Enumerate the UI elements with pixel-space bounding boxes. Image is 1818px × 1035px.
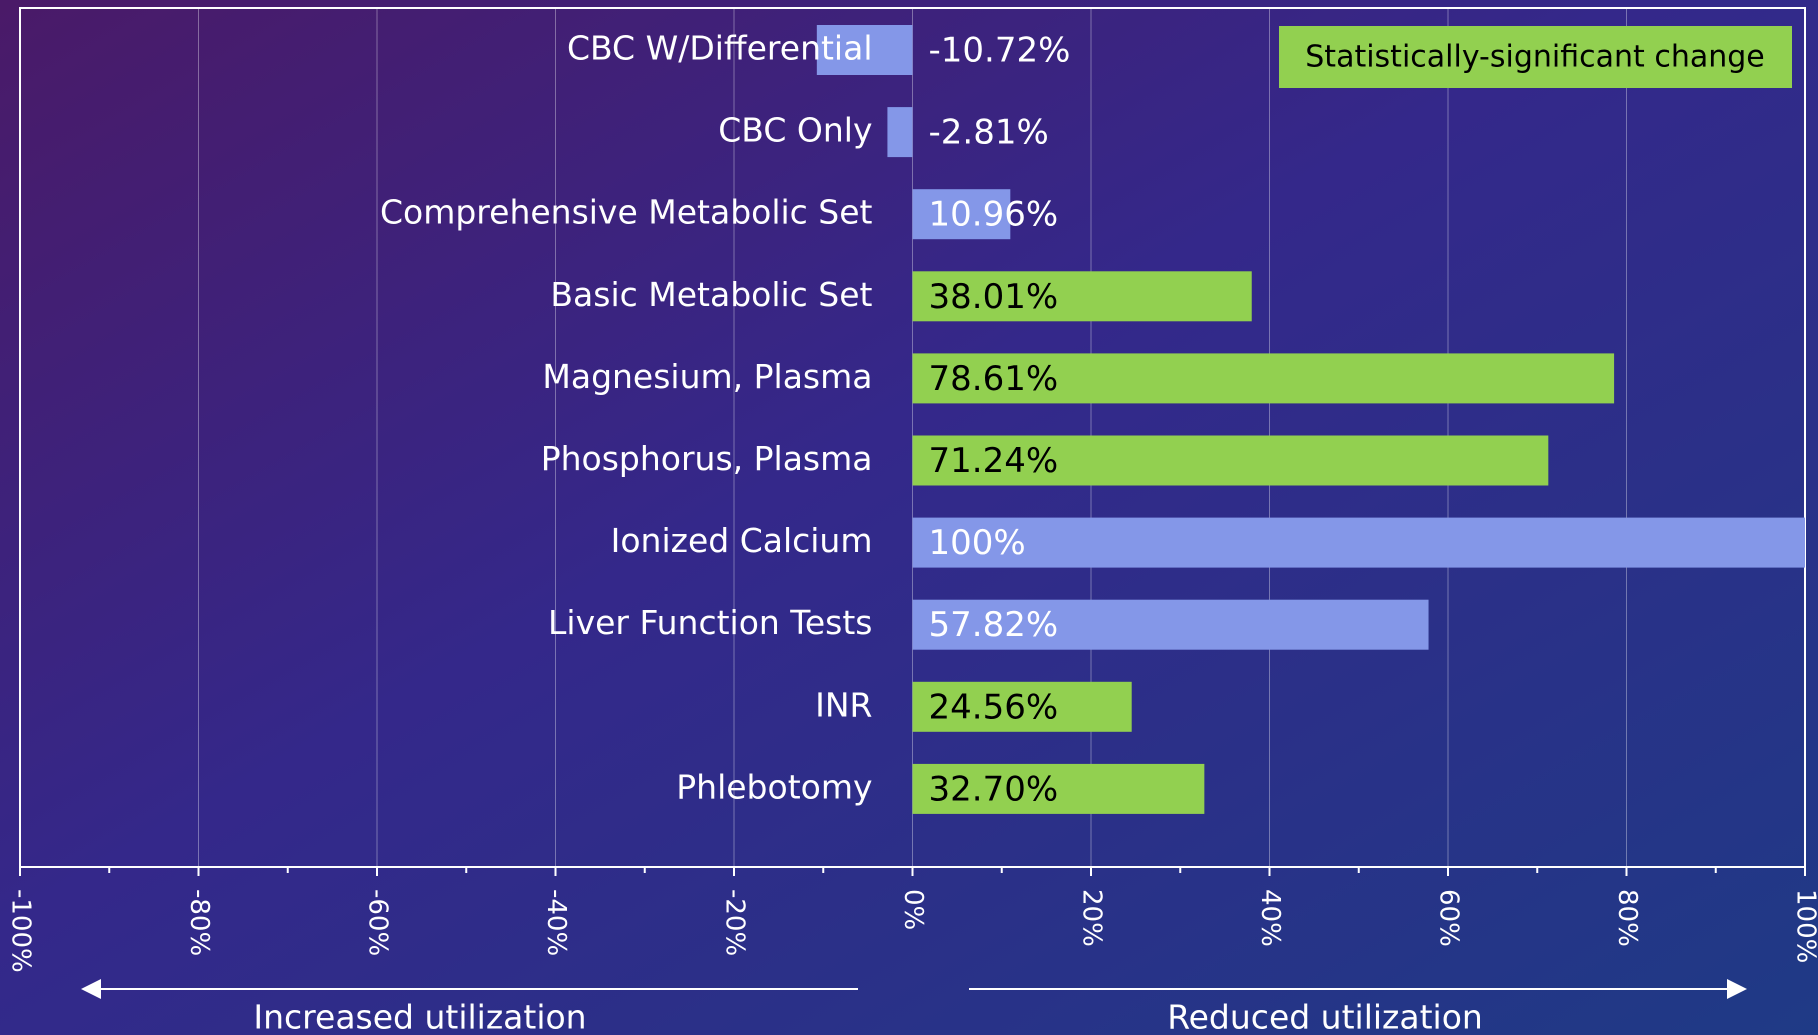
bar bbox=[887, 107, 912, 157]
y-tick-label: Comprehensive Metabolic Set bbox=[380, 193, 873, 232]
data-label: -10.72% bbox=[929, 31, 1071, 71]
y-tick-label: Phosphorus, Plasma bbox=[541, 439, 873, 478]
data-label: -2.81% bbox=[929, 113, 1049, 153]
page: Increased utilization Reduced utilizatio… bbox=[0, 0, 1818, 1035]
y-tick-label: Liver Function Tests bbox=[548, 603, 872, 642]
data-label: 71.24% bbox=[929, 441, 1059, 481]
x-tick-label: 0% bbox=[898, 889, 928, 930]
legend-label: Statistically-significant change bbox=[1305, 40, 1764, 75]
x-tick-label: 100% bbox=[1791, 889, 1818, 963]
y-tick-label: Basic Metabolic Set bbox=[550, 275, 872, 314]
x-tick-label: -20% bbox=[720, 889, 750, 956]
y-tick-label: CBC Only bbox=[718, 111, 872, 150]
data-label: 24.56% bbox=[929, 687, 1059, 727]
data-label: 10.96% bbox=[929, 195, 1059, 235]
x-tick-label: 20% bbox=[1077, 889, 1107, 947]
chart: Increased utilization Reduced utilizatio… bbox=[0, 0, 1818, 1035]
data-label: 32.70% bbox=[929, 769, 1059, 809]
x-tick-label: -100% bbox=[6, 889, 36, 973]
y-tick-label: Ionized Calcium bbox=[611, 521, 873, 560]
x-tick-label: -60% bbox=[363, 889, 393, 956]
y-tick-label: Magnesium, Plasma bbox=[542, 357, 872, 396]
y-tick-label: Phlebotomy bbox=[676, 767, 872, 806]
data-label: 38.01% bbox=[929, 277, 1059, 317]
x-tick-label: -80% bbox=[184, 889, 214, 956]
annotation: Reduced utilization bbox=[1167, 998, 1483, 1035]
data-label: 57.82% bbox=[929, 605, 1059, 645]
x-tick-label: 60% bbox=[1434, 889, 1464, 947]
data-label: 100% bbox=[929, 523, 1026, 563]
y-tick-label: INR bbox=[815, 685, 872, 724]
annotation: Increased utilization bbox=[253, 998, 586, 1035]
x-tick-label: 40% bbox=[1255, 889, 1285, 947]
x-tick-label: 80% bbox=[1612, 889, 1642, 947]
y-tick-label: CBC W/Differential bbox=[567, 29, 873, 68]
data-label: 78.61% bbox=[929, 359, 1059, 399]
x-tick-label: -40% bbox=[541, 889, 571, 956]
bar bbox=[913, 518, 1806, 568]
